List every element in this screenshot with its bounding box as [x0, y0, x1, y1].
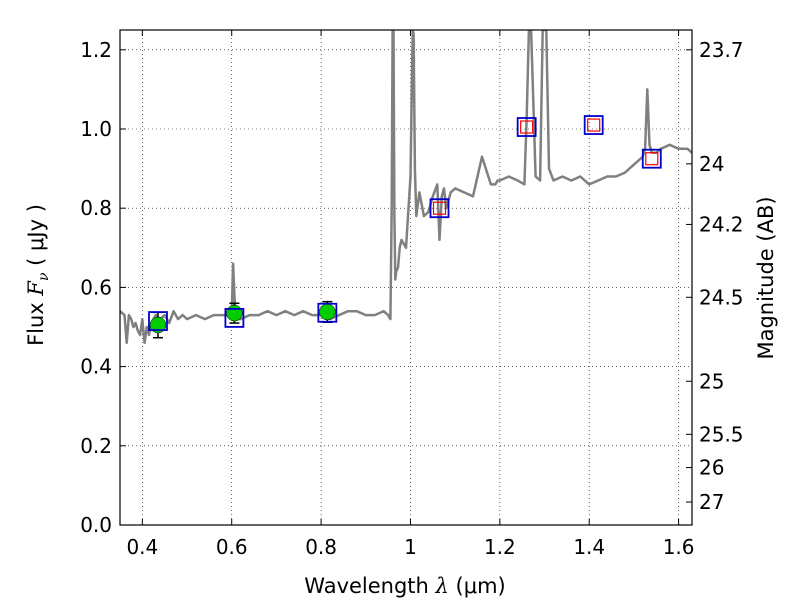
model-square: [516, 117, 537, 137]
model-inner-square: [645, 152, 659, 166]
x-axis-label: Wavelength λ (μm): [304, 574, 506, 598]
right-tick-label: 25.5: [699, 422, 744, 446]
right-tick-label: 24.5: [699, 285, 744, 309]
x-tick-label: 0.6: [216, 535, 248, 559]
right-tick-label: 27: [699, 490, 724, 514]
observed-point: [319, 303, 336, 321]
spectrum-line: [120, 30, 692, 345]
y-tick-label: 1.0: [80, 117, 112, 141]
model-square: [148, 311, 168, 331]
observed-point: [149, 316, 167, 334]
x-tick-label: 1.2: [484, 535, 516, 559]
x-tick-label: 1.6: [663, 535, 695, 559]
right-tick-label: 23.7: [699, 38, 744, 62]
x-tick-label: 0.4: [126, 535, 158, 559]
observed-point: [226, 304, 243, 322]
plot-frame: [119, 29, 693, 526]
x-tick-label: 1: [404, 535, 417, 559]
right-tick-label: 24: [699, 152, 724, 176]
y-tick-label: 0.6: [80, 275, 112, 299]
y-tick-label: 0.4: [80, 355, 112, 379]
model-square: [224, 307, 245, 328]
model-square: [317, 302, 338, 323]
model-inner-square: [520, 120, 534, 134]
right-axis-label: Magnitude (AB): [754, 196, 778, 360]
y-tick-label: 0.2: [80, 434, 112, 458]
x-tick-label: 0.8: [305, 535, 337, 559]
y-tick-label: 1.2: [80, 38, 112, 62]
model-inner-square: [432, 201, 447, 215]
y-axis-label: Flux Fν ( μJy ): [23, 204, 53, 346]
x-tick-label: 1.4: [573, 535, 605, 559]
right-tick-label: 25: [699, 369, 724, 393]
y-tick-label: 0.8: [80, 196, 112, 220]
right-tick-label: 24.2: [699, 212, 744, 236]
model-square: [583, 115, 604, 135]
y-tick-label: 0.0: [80, 513, 112, 537]
right-tick-label: 26: [699, 456, 724, 480]
model-square: [429, 198, 450, 219]
model-inner-square: [587, 118, 601, 132]
model-square: [641, 148, 662, 169]
